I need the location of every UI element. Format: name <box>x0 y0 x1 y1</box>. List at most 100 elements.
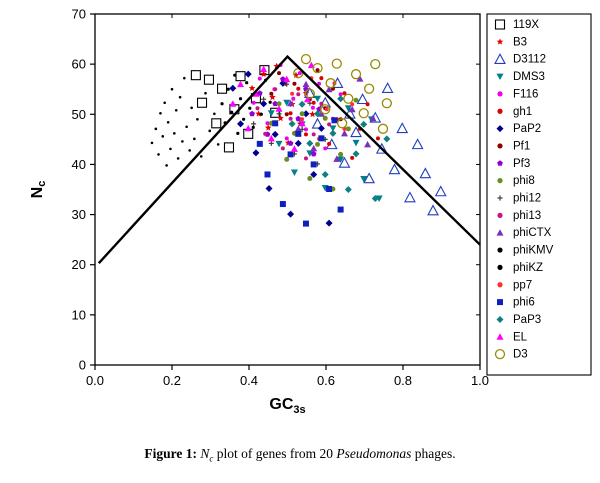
legend-item-phi12: phi12 <box>497 193 541 205</box>
legend-label: F116 <box>513 88 538 100</box>
caption-tail: phages. <box>411 446 456 461</box>
series-PaP2 <box>229 70 333 227</box>
series-phi12 <box>251 81 328 167</box>
x-tick-label: 0.0 <box>86 373 104 388</box>
legend-label: Pf1 <box>513 140 530 152</box>
legend-label: PaP2 <box>513 123 541 135</box>
legend-label: phi8 <box>513 175 535 187</box>
legend-item-phi13: phi13 <box>497 210 541 222</box>
series-EL <box>229 61 315 152</box>
legend-marker-PaP3 <box>496 315 504 323</box>
legend-marker-Pf3 <box>497 160 503 166</box>
series-phi13 <box>255 87 332 161</box>
legend-label: B3 <box>513 36 527 48</box>
legend-label: phiKZ <box>513 262 543 274</box>
series-Pf3 <box>249 76 322 157</box>
legend-item-phiKMV: phiKMV <box>497 245 554 257</box>
legend-marker-B3 <box>496 38 504 45</box>
legend-item-phi8: phi8 <box>497 175 535 187</box>
legend-item-PaP3: PaP3 <box>496 314 541 326</box>
caption-nc-sub: c <box>209 453 214 464</box>
x-tick-label: 1.0 <box>471 373 489 388</box>
chart-svg: 0.0 0.2 0.4 0.6 0.8 1.0 0 10 20 30 40 50 60 70 Nc GC3s 1… <box>29 7 592 416</box>
caption-species: Pseudomonas <box>336 446 412 461</box>
legend-item-DMS3: DMS3 <box>496 71 545 83</box>
legend-label: phiKMV <box>513 245 554 257</box>
legend-label: gh1 <box>513 106 532 118</box>
legend-item-phiCTX: phiCTX <box>496 227 552 239</box>
legend-marker-phi13 <box>497 212 503 218</box>
legend-item-B3: B3 <box>496 36 527 48</box>
y-axis-title: Nc <box>29 181 48 199</box>
x-tick-label: 0.8 <box>394 373 412 388</box>
legend-marker-gh1 <box>497 108 503 114</box>
legend-item-119X: 119X <box>494 19 539 31</box>
legend-marker-phi8 <box>497 178 503 184</box>
legend-label: Pf3 <box>513 158 530 170</box>
legend-box <box>486 13 592 376</box>
legend-item-EL: EL <box>496 331 528 343</box>
legend-label: phi13 <box>513 210 541 222</box>
legend-marker-119X <box>494 19 506 30</box>
legend-item-Pf1: Pf1 <box>497 140 530 152</box>
legend-marker-PaP2 <box>496 125 504 133</box>
series-phiKZ <box>150 76 220 167</box>
legend-item-phi6: phi6 <box>497 297 535 309</box>
plot-border <box>94 13 481 366</box>
legend-marker-EL <box>496 333 504 340</box>
y-tick-label: 0 <box>79 358 86 373</box>
legend-label: DMS3 <box>513 71 545 83</box>
legend-marker-phi12 <box>497 195 503 201</box>
expected-nc-line <box>97 54 481 265</box>
legend-item-Pf3: Pf3 <box>497 158 530 170</box>
legend-marker-DMS3 <box>496 73 504 81</box>
legend-marker-D3112 <box>494 53 506 65</box>
caption-nc: N <box>200 446 210 461</box>
legend-marker-D3 <box>494 348 506 360</box>
legend-item-pp7: pp7 <box>497 279 532 291</box>
caption-label: Figure 1: <box>144 446 201 461</box>
series-phi6 <box>256 117 344 227</box>
x-axis: 0.0 0.2 0.4 0.6 0.8 1.0 <box>86 14 489 388</box>
legend-label: PaP3 <box>513 314 541 326</box>
y-tick-label: 10 <box>72 307 86 322</box>
legend-marker-Pf1 <box>497 143 503 149</box>
x-tick-label: 0.4 <box>240 373 258 388</box>
legend-marker-phi6 <box>497 299 503 306</box>
x-tick-label: 0.6 <box>317 373 335 388</box>
legend-item-gh1: gh1 <box>497 106 532 118</box>
series-PaP3 <box>288 95 391 203</box>
nc-gc3s-scatter-chart: 0.0 0.2 0.4 0.6 0.8 1.0 0 10 20 30 40 50 60 70 Nc GC3s 1… <box>29 7 592 416</box>
series-119X <box>190 65 281 153</box>
legend-item-D3112: D3112 <box>494 53 546 66</box>
y-tick-label: 30 <box>72 207 86 222</box>
legend-label: phiCTX <box>513 227 552 239</box>
x-axis-title: GC3s <box>269 396 305 416</box>
y-axis: 0 10 20 30 40 50 60 70 <box>72 7 480 373</box>
y-tick-label: 20 <box>72 257 86 272</box>
legend-label: EL <box>513 331 528 343</box>
legend-label: phi12 <box>513 193 541 205</box>
y-tick-label: 50 <box>72 107 86 122</box>
legend-marker-phiKZ <box>497 264 503 270</box>
legend-marker-phiCTX <box>496 229 504 236</box>
legend-item-F116: F116 <box>497 88 538 100</box>
legend: 119X B3 D3112 DMS3 F116 gh1 PaP2 Pf1 Pf3 phi8 phi1… <box>486 13 592 376</box>
legend-marker-pp7 <box>497 282 503 288</box>
legend-item-PaP2: PaP2 <box>496 123 541 135</box>
y-tick-label: 70 <box>72 7 86 22</box>
y-tick-label: 60 <box>72 57 86 72</box>
legend-label: pp7 <box>513 279 532 291</box>
figure-caption: Figure 1: Nc plot of genes from 20 Pseud… <box>0 446 600 464</box>
legend-item-D3: D3 <box>494 348 528 361</box>
legend-label: 119X <box>513 19 539 31</box>
y-tick-label: 40 <box>72 157 86 172</box>
x-tick-label: 0.2 <box>163 373 181 388</box>
caption-mid: plot of genes from 20 <box>213 446 337 461</box>
legend-label: D3112 <box>513 54 546 66</box>
legend-label: phi6 <box>513 297 535 309</box>
legend-marker-F116 <box>497 91 503 97</box>
legend-label: D3 <box>513 349 528 361</box>
series-D3 <box>293 53 392 134</box>
